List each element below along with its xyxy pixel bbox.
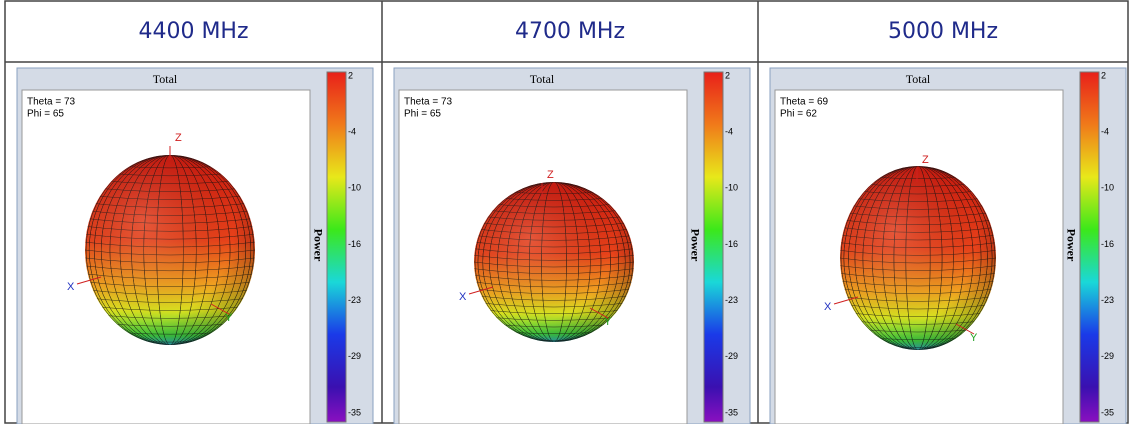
x-axis-label: X <box>459 291 467 303</box>
y-axis <box>955 323 975 335</box>
colorbar <box>1079 71 1100 423</box>
surface-shade <box>85 155 255 345</box>
colorbar <box>703 71 724 423</box>
y-axis-label: Y <box>970 332 978 344</box>
z-axis-label: Z <box>922 154 929 166</box>
column-header: 4700 MHz <box>515 19 625 44</box>
y-axis-label: Y <box>604 316 612 328</box>
colorbar-tick-label: -29 <box>725 351 738 361</box>
colorbar <box>326 71 347 423</box>
colorbar-tick-label: -10 <box>348 183 361 193</box>
colorbar-tick-label: -23 <box>348 295 361 305</box>
colorbar-tick-label: -35 <box>725 407 738 417</box>
colorbar-tick-label: 2 <box>725 70 730 80</box>
y-axis-label: Y <box>225 312 233 324</box>
theta-label: Theta = 73 <box>27 97 76 108</box>
colorbar-tick-label: -35 <box>348 407 361 417</box>
x-axis-label: X <box>824 301 832 313</box>
colorbar-tick-label: -16 <box>1101 239 1114 249</box>
colorbar-label: Power <box>311 229 325 262</box>
x-axis <box>468 286 494 295</box>
colorbar-tick-label: -35 <box>1101 407 1114 417</box>
panel-title: Total <box>153 72 178 86</box>
x-axis <box>833 296 859 305</box>
colorbar-tick-label: -29 <box>1101 351 1114 361</box>
colorbar-tick-label: -4 <box>725 127 733 137</box>
colorbar-tick-label: -4 <box>1101 127 1109 137</box>
column-header: 4400 MHz <box>138 19 248 44</box>
colorbar-tick-label: -29 <box>348 351 361 361</box>
theta-label: Theta = 69 <box>780 97 829 108</box>
panel-title: Total <box>906 72 931 86</box>
surface-shade <box>840 166 996 350</box>
surface-shade <box>474 182 634 342</box>
panel-title: Total <box>530 72 555 86</box>
colorbar-tick-label: 2 <box>1101 70 1106 80</box>
colorbar-tick-label: -23 <box>1101 295 1114 305</box>
y-axis <box>589 307 609 319</box>
phi-label: Phi = 65 <box>27 109 64 120</box>
x-axis <box>76 276 102 285</box>
phi-label: Phi = 62 <box>780 109 817 120</box>
colorbar-tick-label: -23 <box>725 295 738 305</box>
column-header: 5000 MHz <box>888 19 998 44</box>
colorbar-tick-label: -10 <box>1101 183 1114 193</box>
colorbar-label: Power <box>1064 229 1078 262</box>
colorbar-label: Power <box>688 229 702 262</box>
colorbar-tick-label: -4 <box>348 127 356 137</box>
z-axis-label: Z <box>175 132 182 144</box>
colorbar-tick-label: -16 <box>348 239 361 249</box>
theta-label: Theta = 73 <box>404 97 453 108</box>
z-axis-label: Z <box>547 169 554 181</box>
x-axis-label: X <box>67 281 75 293</box>
colorbar-tick-label: -10 <box>725 183 738 193</box>
colorbar-tick-label: -16 <box>725 239 738 249</box>
phi-label: Phi = 65 <box>404 109 441 120</box>
colorbar-tick-label: 2 <box>348 70 353 80</box>
y-axis <box>210 303 230 315</box>
